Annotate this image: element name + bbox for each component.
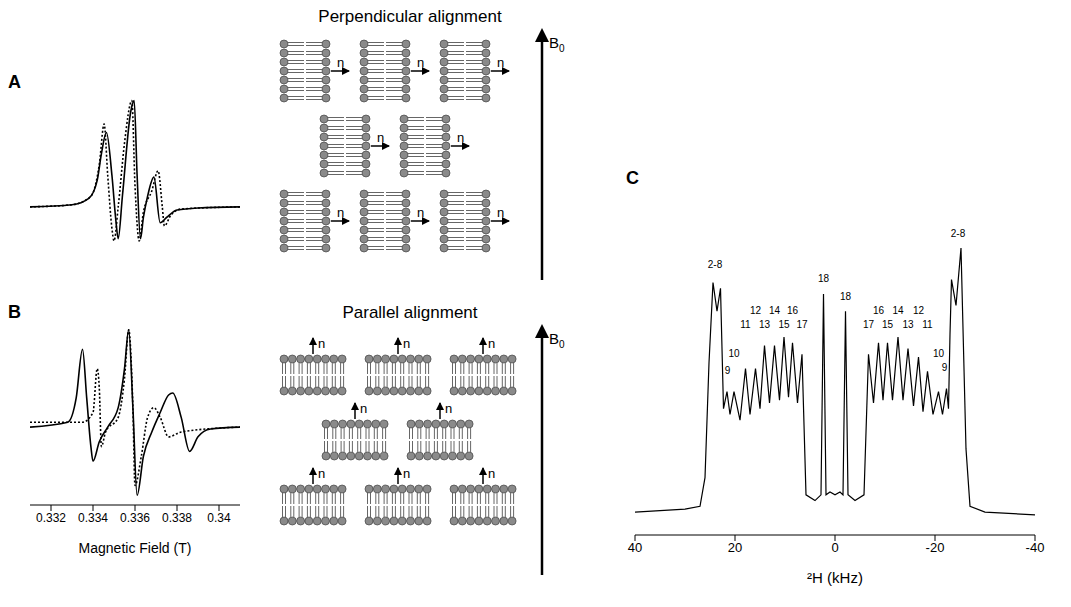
svg-text:18: 18 bbox=[840, 291, 852, 302]
svg-text:12: 12 bbox=[913, 305, 925, 316]
svg-text:²H (kHz): ²H (kHz) bbox=[807, 569, 863, 586]
html-text:B: B bbox=[8, 302, 21, 322]
svg-text:n: n bbox=[417, 205, 424, 220]
svg-text:Parallel alignment: Parallel alignment bbox=[342, 303, 477, 322]
svg-text:9: 9 bbox=[725, 365, 731, 376]
svg-text:11: 11 bbox=[740, 319, 751, 330]
svg-text:n: n bbox=[377, 130, 384, 145]
svg-text:-40: -40 bbox=[1026, 540, 1045, 555]
svg-text:10: 10 bbox=[933, 348, 945, 359]
svg-text:n: n bbox=[445, 401, 452, 416]
svg-text:18: 18 bbox=[818, 273, 830, 284]
svg-text:n: n bbox=[497, 205, 504, 220]
svg-text:n: n bbox=[318, 336, 325, 351]
svg-text:-20: -20 bbox=[926, 540, 945, 555]
svg-text:10: 10 bbox=[728, 348, 740, 359]
svg-text:17: 17 bbox=[796, 319, 808, 330]
svg-text:n: n bbox=[457, 130, 464, 145]
html-text:A: A bbox=[8, 72, 21, 92]
svg-text:n: n bbox=[403, 336, 410, 351]
svg-text:B0: B0 bbox=[549, 34, 565, 54]
svg-text:9: 9 bbox=[942, 362, 948, 373]
svg-text:Perpendicular alignment: Perpendicular alignment bbox=[318, 7, 502, 26]
svg-text:2-8: 2-8 bbox=[708, 259, 723, 270]
svg-text:n: n bbox=[488, 466, 495, 481]
svg-text:0: 0 bbox=[831, 540, 838, 555]
svg-text:14: 14 bbox=[769, 305, 781, 316]
svg-text:n: n bbox=[318, 466, 325, 481]
svg-text:n: n bbox=[417, 55, 424, 70]
html-text:C: C bbox=[626, 168, 639, 188]
svg-text:13: 13 bbox=[759, 319, 771, 330]
svg-text:15: 15 bbox=[882, 319, 894, 330]
svg-text:0.336: 0.336 bbox=[120, 511, 150, 525]
svg-text:n: n bbox=[497, 55, 504, 70]
svg-text:11: 11 bbox=[922, 319, 933, 330]
svg-text:17: 17 bbox=[863, 319, 875, 330]
svg-text:0.34: 0.34 bbox=[207, 511, 231, 525]
svg-text:40: 40 bbox=[628, 540, 642, 555]
svg-text:16: 16 bbox=[873, 305, 885, 316]
svg-text:16: 16 bbox=[787, 305, 799, 316]
svg-text:12: 12 bbox=[750, 305, 762, 316]
svg-text:20: 20 bbox=[728, 540, 742, 555]
svg-text:n: n bbox=[360, 401, 367, 416]
svg-text:0.334: 0.334 bbox=[78, 511, 108, 525]
svg-text:0.332: 0.332 bbox=[36, 511, 66, 525]
svg-text:2-8: 2-8 bbox=[951, 228, 966, 239]
svg-text:B0: B0 bbox=[549, 330, 565, 350]
svg-text:15: 15 bbox=[778, 319, 790, 330]
svg-text:Magnetic Field (T): Magnetic Field (T) bbox=[79, 540, 192, 556]
svg-text:14: 14 bbox=[892, 305, 904, 316]
svg-text:n: n bbox=[337, 205, 344, 220]
svg-text:13: 13 bbox=[902, 319, 914, 330]
svg-text:n: n bbox=[403, 466, 410, 481]
svg-text:n: n bbox=[337, 55, 344, 70]
svg-text:0.338: 0.338 bbox=[162, 511, 192, 525]
svg-text:n: n bbox=[488, 336, 495, 351]
